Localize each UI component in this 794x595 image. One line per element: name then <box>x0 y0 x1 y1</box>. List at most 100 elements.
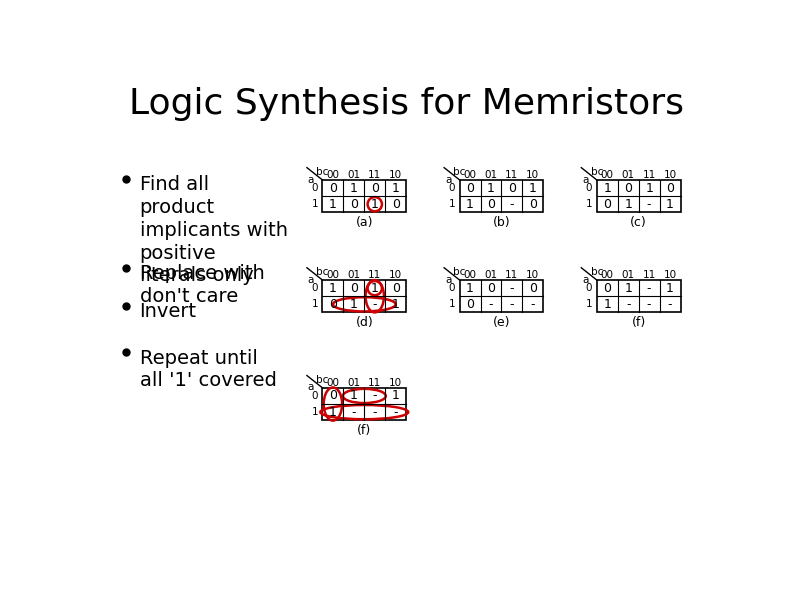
Text: bc: bc <box>591 267 603 277</box>
Text: (e): (e) <box>493 317 511 329</box>
Text: 0: 0 <box>466 298 474 311</box>
Text: 1: 1 <box>329 281 337 295</box>
Text: 0: 0 <box>487 198 495 211</box>
Text: bc: bc <box>453 267 466 277</box>
Text: a: a <box>308 383 314 393</box>
Text: 11: 11 <box>505 170 518 180</box>
Text: -: - <box>647 281 651 295</box>
Text: 1: 1 <box>391 390 399 402</box>
Bar <box>322 180 407 212</box>
Text: 1: 1 <box>391 298 399 311</box>
Text: 0: 0 <box>529 198 537 211</box>
Text: bc: bc <box>316 375 329 385</box>
Text: 01: 01 <box>622 170 634 180</box>
Text: -: - <box>626 298 630 311</box>
Text: 0: 0 <box>311 183 318 193</box>
Text: 01: 01 <box>484 170 498 180</box>
Text: 1: 1 <box>603 181 611 195</box>
Text: Invert: Invert <box>140 302 197 321</box>
Text: -: - <box>510 198 515 211</box>
Text: -: - <box>394 406 398 419</box>
Text: Find all
product
implicants with
positive
literals only: Find all product implicants with positiv… <box>140 176 287 286</box>
Text: 1: 1 <box>466 198 474 211</box>
Text: 0: 0 <box>391 198 399 211</box>
Text: 1: 1 <box>371 198 379 211</box>
Text: 1: 1 <box>350 390 358 402</box>
Text: (a): (a) <box>356 216 373 229</box>
Text: 0: 0 <box>350 198 358 211</box>
Text: 0: 0 <box>350 281 358 295</box>
Text: (b): (b) <box>492 216 511 229</box>
Text: (d): (d) <box>356 317 373 329</box>
Text: 00: 00 <box>601 270 614 280</box>
Text: 1: 1 <box>586 199 592 209</box>
Text: 0: 0 <box>586 283 592 293</box>
Text: 0: 0 <box>371 181 379 195</box>
Text: 0: 0 <box>329 181 337 195</box>
Text: 1: 1 <box>586 299 592 309</box>
Text: 1: 1 <box>311 199 318 209</box>
Text: 0: 0 <box>529 281 537 295</box>
Text: 11: 11 <box>642 270 656 280</box>
Text: -: - <box>647 198 651 211</box>
Text: 1: 1 <box>624 281 632 295</box>
Text: a: a <box>308 174 314 184</box>
Text: 01: 01 <box>622 270 634 280</box>
Text: Replace with
don't care: Replace with don't care <box>140 264 264 306</box>
Text: -: - <box>489 298 493 311</box>
Text: 0: 0 <box>624 181 632 195</box>
Text: a: a <box>582 275 588 284</box>
Text: 10: 10 <box>526 270 539 280</box>
Bar <box>460 180 543 212</box>
Text: 11: 11 <box>368 170 381 180</box>
Text: Repeat until
all '1' covered: Repeat until all '1' covered <box>140 349 276 390</box>
Text: 0: 0 <box>311 283 318 293</box>
Text: 10: 10 <box>664 170 676 180</box>
Text: -: - <box>647 298 651 311</box>
Text: -: - <box>372 406 377 419</box>
Text: (f): (f) <box>357 424 372 437</box>
Text: 1: 1 <box>666 198 674 211</box>
Text: 1: 1 <box>487 181 495 195</box>
Text: 0: 0 <box>603 198 611 211</box>
Text: 11: 11 <box>368 378 381 388</box>
Text: 10: 10 <box>664 270 676 280</box>
Text: -: - <box>352 406 356 419</box>
Text: 1: 1 <box>666 281 674 295</box>
Text: -: - <box>510 281 515 295</box>
Text: 1: 1 <box>624 198 632 211</box>
Text: 01: 01 <box>347 378 360 388</box>
Text: (c): (c) <box>630 216 647 229</box>
Text: a: a <box>582 174 588 184</box>
Text: 00: 00 <box>326 170 339 180</box>
Text: 10: 10 <box>389 170 403 180</box>
Text: 11: 11 <box>505 270 518 280</box>
Text: 0: 0 <box>391 281 399 295</box>
Text: 10: 10 <box>389 270 403 280</box>
Text: 1: 1 <box>529 181 537 195</box>
Text: 1: 1 <box>350 181 358 195</box>
Text: 1: 1 <box>646 181 653 195</box>
Text: Logic Synthesis for Memristors: Logic Synthesis for Memristors <box>129 87 684 121</box>
Text: 01: 01 <box>347 170 360 180</box>
Bar <box>597 280 680 312</box>
Text: 1: 1 <box>329 406 337 419</box>
Text: 01: 01 <box>484 270 498 280</box>
Text: 01: 01 <box>347 270 360 280</box>
Text: 1: 1 <box>371 281 379 295</box>
Text: bc: bc <box>453 167 466 177</box>
Text: 0: 0 <box>311 391 318 401</box>
Text: 0: 0 <box>449 183 455 193</box>
Text: a: a <box>445 275 451 284</box>
Text: 10: 10 <box>526 170 539 180</box>
Text: 1: 1 <box>449 299 455 309</box>
Bar <box>597 180 680 212</box>
Text: 1: 1 <box>449 199 455 209</box>
Text: -: - <box>510 298 515 311</box>
Text: 1: 1 <box>391 181 399 195</box>
Text: bc: bc <box>316 167 329 177</box>
Text: a: a <box>308 275 314 284</box>
Text: 0: 0 <box>449 283 455 293</box>
Text: 1: 1 <box>603 298 611 311</box>
Text: 1: 1 <box>311 299 318 309</box>
